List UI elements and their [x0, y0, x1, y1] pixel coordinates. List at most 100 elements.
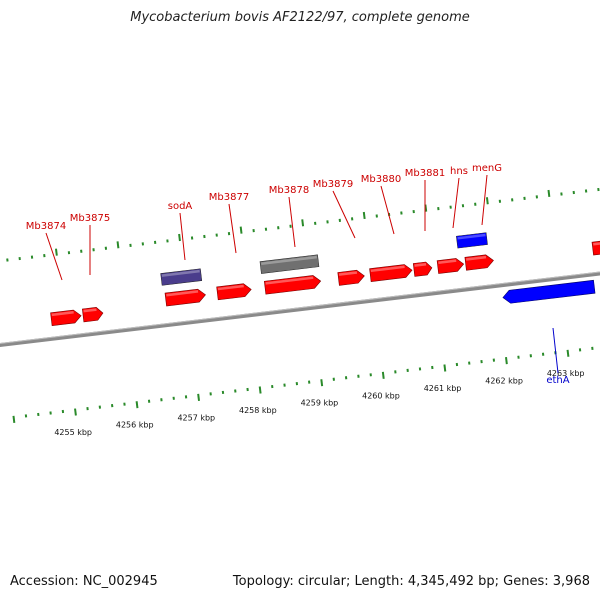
bottom-scale-minor-tick	[98, 405, 102, 409]
gene-label-mb3881: Mb3881	[405, 168, 445, 179]
top-scale-minor-tick	[400, 211, 403, 215]
top-scale-minor-tick	[511, 198, 514, 202]
bottom-scale-minor-tick	[37, 412, 40, 417]
top-scale-minor-tick	[449, 205, 452, 209]
map-title: Mycobacterium bovis AF2122/97, complete …	[130, 10, 470, 25]
genome-backbone-highlight	[0, 262, 600, 349]
bottom-scale-minor-tick	[308, 380, 311, 384]
pseudo-feature-mb3878	[259, 254, 320, 274]
gene-feature-mb3877-shine	[217, 284, 244, 291]
bottom-scale-minor-tick	[160, 398, 163, 402]
top-scale-major-tick	[54, 248, 58, 256]
gene-label-leader	[45, 232, 63, 281]
top-scale-minor-tick	[375, 214, 378, 218]
gene-label-meng: menG	[472, 163, 502, 174]
bottom-scale-minor-tick	[24, 414, 28, 418]
kbp-tick-label: 4262 kbp	[485, 377, 523, 386]
gene-feature-mb3874	[50, 309, 82, 327]
gene-feature-mb3878-shine	[265, 276, 314, 285]
gene-feature-hns	[436, 258, 465, 274]
bottom-scale-minor-tick	[344, 376, 348, 380]
gene-label-leader	[552, 327, 559, 374]
kbp-tick-label: 4258 kbp	[239, 406, 277, 415]
bottom-scale-minor-tick	[246, 387, 249, 392]
bottom-scale-minor-tick	[480, 359, 483, 364]
top-scale-minor-tick	[474, 202, 477, 206]
top-scale-minor-tick	[314, 221, 317, 225]
bottom-scale-minor-tick	[517, 355, 520, 359]
gene-label-etha: ethA	[546, 375, 569, 386]
bottom-scale-minor-tick	[541, 352, 545, 356]
gene-label-leader	[452, 177, 460, 229]
bottom-scale-minor-tick	[86, 406, 89, 411]
gene-label-leader	[332, 190, 356, 239]
bottom-scale-minor-tick	[184, 395, 188, 399]
genome-backbone	[0, 262, 600, 352]
gene-feature-mb3877	[216, 283, 252, 301]
gene-feature-mb3880	[369, 264, 413, 282]
kbp-tick-label: 4257 kbp	[177, 413, 215, 422]
gene-feature-edge	[591, 240, 600, 256]
accession-text: Accession: NC_002945	[10, 574, 158, 589]
bottom-scale-major-tick	[258, 386, 262, 394]
bottom-scale-minor-tick	[209, 392, 212, 396]
top-scale-minor-tick	[523, 196, 526, 200]
bottom-scale-minor-tick	[468, 361, 471, 365]
bottom-scale-minor-tick	[394, 370, 397, 374]
map-track-group	[0, 187, 600, 423]
kbp-tick-label: 4255 kbp	[54, 428, 92, 437]
gene-feature-mb3874-shine	[51, 311, 74, 317]
misc-feature-soda-shine	[161, 269, 200, 277]
top-scale-minor-tick	[6, 258, 9, 262]
top-scale-minor-tick	[584, 189, 588, 193]
top-scale-minor-tick	[92, 248, 95, 252]
top-scale-minor-tick	[597, 187, 600, 192]
top-scale-minor-tick	[215, 233, 218, 237]
bottom-scale-major-tick	[381, 371, 385, 379]
bottom-scale-major-tick	[197, 393, 201, 401]
bottom-scale-minor-tick	[221, 390, 225, 395]
gene-feature-soda	[164, 288, 206, 307]
gene-feature-mb3879-shine	[338, 271, 358, 276]
gene-feature-mb3878	[263, 275, 322, 295]
bottom-scale-minor-tick	[271, 384, 274, 389]
top-scale-minor-tick	[129, 243, 132, 247]
gene-label-leader	[228, 203, 237, 254]
top-scale-minor-tick	[572, 190, 575, 195]
top-scale-major-tick	[485, 197, 489, 205]
gene-label-leader	[179, 212, 186, 261]
bottom-scale-minor-tick	[418, 367, 422, 371]
top-scale-minor-tick	[104, 246, 108, 250]
gene-feature-mb3881	[412, 261, 433, 277]
top-scale-major-tick	[178, 233, 181, 242]
top-scale-major-tick	[547, 189, 551, 198]
gene-label-mb3875: Mb3875	[70, 213, 110, 224]
gene-label-mb3878: Mb3878	[269, 185, 309, 196]
bottom-scale-major-tick	[135, 401, 139, 409]
bottom-scale-minor-tick	[147, 399, 151, 403]
top-scale-minor-tick	[30, 255, 34, 259]
bottom-scale-major-tick	[74, 408, 77, 416]
bottom-scale-minor-tick	[283, 383, 286, 387]
gene-feature-mb3880-shine	[370, 265, 405, 273]
top-scale-minor-tick	[203, 234, 206, 239]
top-scale-minor-tick	[498, 199, 502, 203]
gene-feature-hns-shine	[438, 259, 457, 265]
gene-feature-meng-shine	[466, 255, 487, 261]
bottom-scale-minor-tick	[61, 409, 65, 414]
bottom-scale-minor-tick	[431, 365, 434, 370]
top-scale-major-tick	[239, 226, 243, 234]
top-scale-minor-tick	[461, 204, 465, 208]
top-scale-minor-tick	[252, 229, 255, 233]
bottom-scale-minor-tick	[172, 396, 175, 400]
top-scale-minor-tick	[437, 207, 440, 211]
top-scale-major-tick	[116, 241, 120, 249]
kbp-tick-label: 4263 kbp	[547, 369, 585, 378]
bottom-scale-minor-tick	[295, 382, 299, 386]
top-scale-minor-tick	[338, 218, 342, 222]
kbp-tick-label: 4260 kbp	[362, 391, 400, 400]
bottom-scale-minor-tick	[357, 374, 360, 378]
top-scale-minor-tick	[80, 249, 83, 253]
bottom-scale-minor-tick	[591, 346, 594, 350]
